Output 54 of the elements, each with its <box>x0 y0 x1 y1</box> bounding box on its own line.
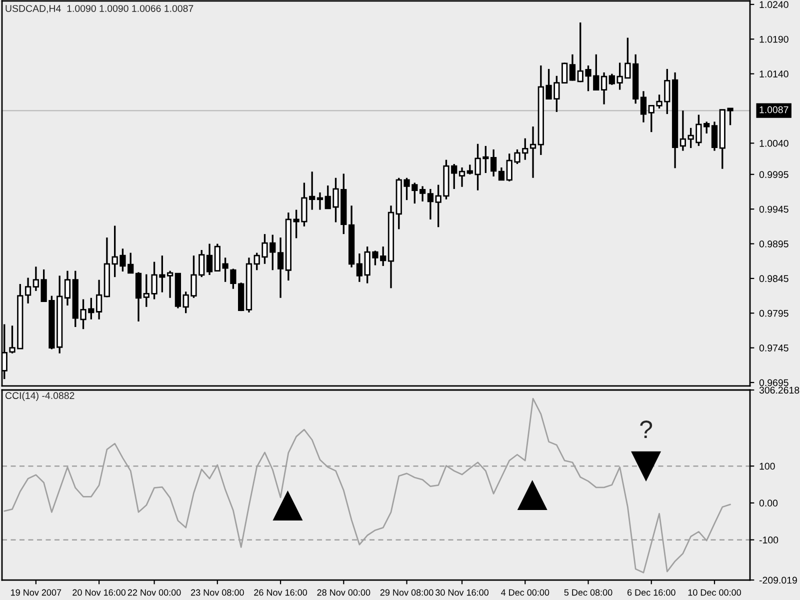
y-tick-label: -100 <box>759 536 778 544</box>
y-tick-label: -209.019 <box>759 576 797 584</box>
x-tick-label: 20 Nov 16:00 <box>72 589 126 596</box>
annotation: ? <box>640 420 652 438</box>
candlestick <box>419 185 426 202</box>
candlestick <box>24 276 32 304</box>
candlestick <box>498 166 505 181</box>
candlestick <box>356 252 362 283</box>
x-tick-label: 26 Nov 16:00 <box>254 589 308 596</box>
candlestick <box>490 148 497 178</box>
x-tick-label: 23 Nov 08:00 <box>191 589 244 596</box>
candlestick <box>458 166 466 188</box>
y-tick-label: 1.0140 <box>760 70 788 78</box>
y-tick-label: 0.00 <box>759 500 778 507</box>
candlestick <box>711 120 718 152</box>
x-tick-label: 30 Nov 16:00 <box>436 589 489 596</box>
y-tick-label: 306.2618 <box>759 386 800 394</box>
candlestick <box>64 270 71 306</box>
candlestick <box>206 242 213 276</box>
y-tick-label: 1.0240 <box>760 1 788 8</box>
y-tick-label: 100 <box>760 462 775 470</box>
y-tick-label: 1.0190 <box>760 36 788 43</box>
chart-title: USDCAD,H4 1.0090 1.0090 1.0066 1.0087 <box>6 5 194 14</box>
x-tick-label: 6 Dec 16:00 <box>627 589 676 596</box>
candlestick <box>569 54 576 82</box>
y-tick-label: 0.9795 <box>759 310 788 317</box>
y-tick-label: 0.9895 <box>759 240 788 248</box>
candlestick <box>427 188 434 220</box>
candlestick <box>277 236 284 299</box>
x-tick-label: 29 Nov 08:00 <box>380 589 434 596</box>
y-tick-label: 1.0040 <box>760 140 788 147</box>
y-tick-label: 0.9845 <box>759 275 788 282</box>
candlestick <box>96 279 102 320</box>
x-tick-label: 5 Dec 08:00 <box>564 589 612 596</box>
candlestick <box>680 110 686 152</box>
candlestick <box>562 62 568 84</box>
ref-line-label: 1.0087 <box>760 106 788 114</box>
x-tick-label: 28 Nov 00:00 <box>317 589 370 596</box>
candlestick <box>530 126 536 179</box>
y-tick-label: 0.9995 <box>759 171 788 178</box>
y-tick-label: 0.9745 <box>759 344 788 352</box>
chart-title: CCI(14) -4.0882 <box>5 392 74 401</box>
x-tick-label: 10 Dec 00:00 <box>688 589 741 596</box>
candlestick <box>600 72 608 106</box>
candlestick <box>32 266 39 292</box>
x-tick-label: 4 Dec 00:00 <box>500 589 550 596</box>
x-tick-label: 19 Nov 2007 <box>11 589 62 596</box>
candlestick <box>640 90 647 124</box>
x-tick-label: 22 Nov 00:00 <box>128 589 181 596</box>
y-tick-label: 0.9945 <box>759 206 788 213</box>
y-tick-label: 0.9695 <box>759 379 788 386</box>
candlestick <box>316 192 324 211</box>
candlestick <box>230 268 236 290</box>
candlestick <box>167 270 174 299</box>
